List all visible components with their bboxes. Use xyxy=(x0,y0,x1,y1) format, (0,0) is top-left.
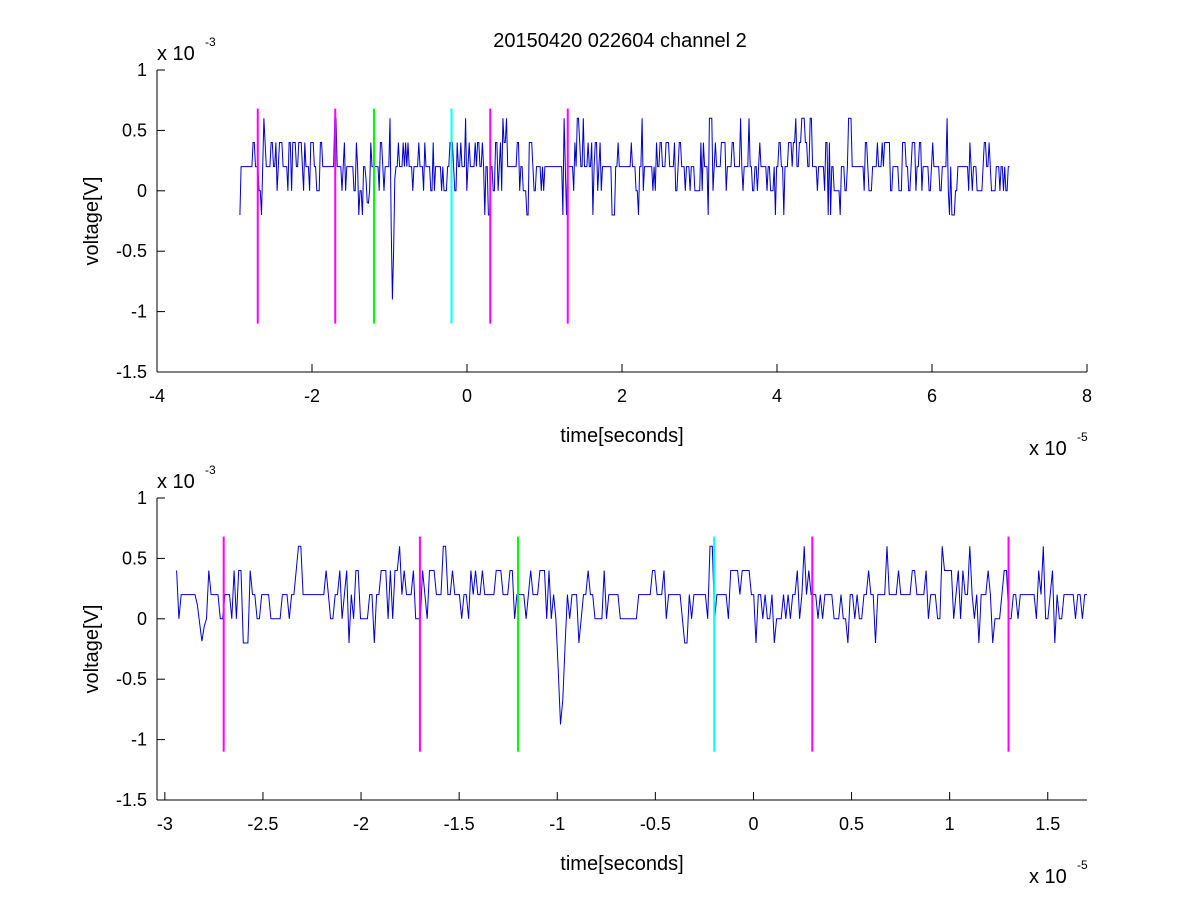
y-tick-label: -1.5 xyxy=(116,790,147,810)
figure-title: 20150420 022604 channel 2 xyxy=(493,30,747,52)
y-tick-label: 0 xyxy=(137,609,147,629)
y-tick-label: -1 xyxy=(131,730,147,750)
x-tick-label: -2 xyxy=(304,386,320,406)
top-plot: -4 -2 0 2 4 6 8 -1.5 -1 -0.5 0 0.5 1 time[seconds] vol… xyxy=(81,35,1092,460)
x-exponent-label: x 10 xyxy=(1029,866,1067,888)
y-tick-label: 1 xyxy=(137,60,147,80)
y-tick-label: 0.5 xyxy=(122,120,147,140)
y-exponent-label: x 10 xyxy=(157,471,195,493)
x-tick-label: 0 xyxy=(462,386,472,406)
signal-trace xyxy=(177,546,1087,724)
x-axis-label: time[seconds] xyxy=(560,425,683,447)
y-tick-label: -1.5 xyxy=(116,362,147,382)
x-tick-label: 8 xyxy=(1082,386,1092,406)
y-exponent-label: x 10 xyxy=(157,43,195,65)
y-tick-label: -1 xyxy=(131,302,147,322)
x-tick-label: 0.5 xyxy=(839,814,864,834)
x-tick-label: -1.5 xyxy=(444,814,475,834)
x-tick-label: -2.5 xyxy=(247,814,278,834)
y-tick-label: 1 xyxy=(137,488,147,508)
y-tick-label: 0.5 xyxy=(122,548,147,568)
signal-trace xyxy=(240,118,1010,299)
y-axis-label: voltage[V] xyxy=(81,605,103,694)
bottom-plot: -3 -2.5 -2 -1.5 -1 -0.5 0 0.5 1 1.5 -1.5 -1 -0.5 0 0.5… xyxy=(81,463,1088,888)
x-tick-label: 6 xyxy=(927,386,937,406)
y-tick-label: -0.5 xyxy=(116,669,147,689)
y-tick-label: -0.5 xyxy=(116,241,147,261)
x-axis-label: time[seconds] xyxy=(560,853,683,875)
y-exponent-power: -3 xyxy=(205,35,216,49)
y-axis-label: voltage[V] xyxy=(81,177,103,266)
x-tick-label: -1 xyxy=(549,814,565,834)
x-tick-label: -0.5 xyxy=(640,814,671,834)
x-exponent-power: -5 xyxy=(1077,858,1088,872)
x-tick-label: 0 xyxy=(748,814,758,834)
y-exponent-power: -3 xyxy=(205,463,216,477)
x-tick-label: 1 xyxy=(945,814,955,834)
y-tick-label: 0 xyxy=(137,181,147,201)
x-tick-label: 4 xyxy=(772,386,782,406)
x-exponent-label: x 10 xyxy=(1029,438,1067,460)
x-exponent-power: -5 xyxy=(1077,430,1088,444)
x-tick-label: -2 xyxy=(353,814,369,834)
x-tick-label: 1.5 xyxy=(1035,814,1060,834)
x-tick-label: -3 xyxy=(157,814,173,834)
figure-canvas: 20150420 022604 channel 2 -4 -2 0 2 4 6 8-1.5-… xyxy=(0,0,1200,901)
x-tick-label: 2 xyxy=(617,386,627,406)
x-tick-label: -4 xyxy=(149,386,165,406)
